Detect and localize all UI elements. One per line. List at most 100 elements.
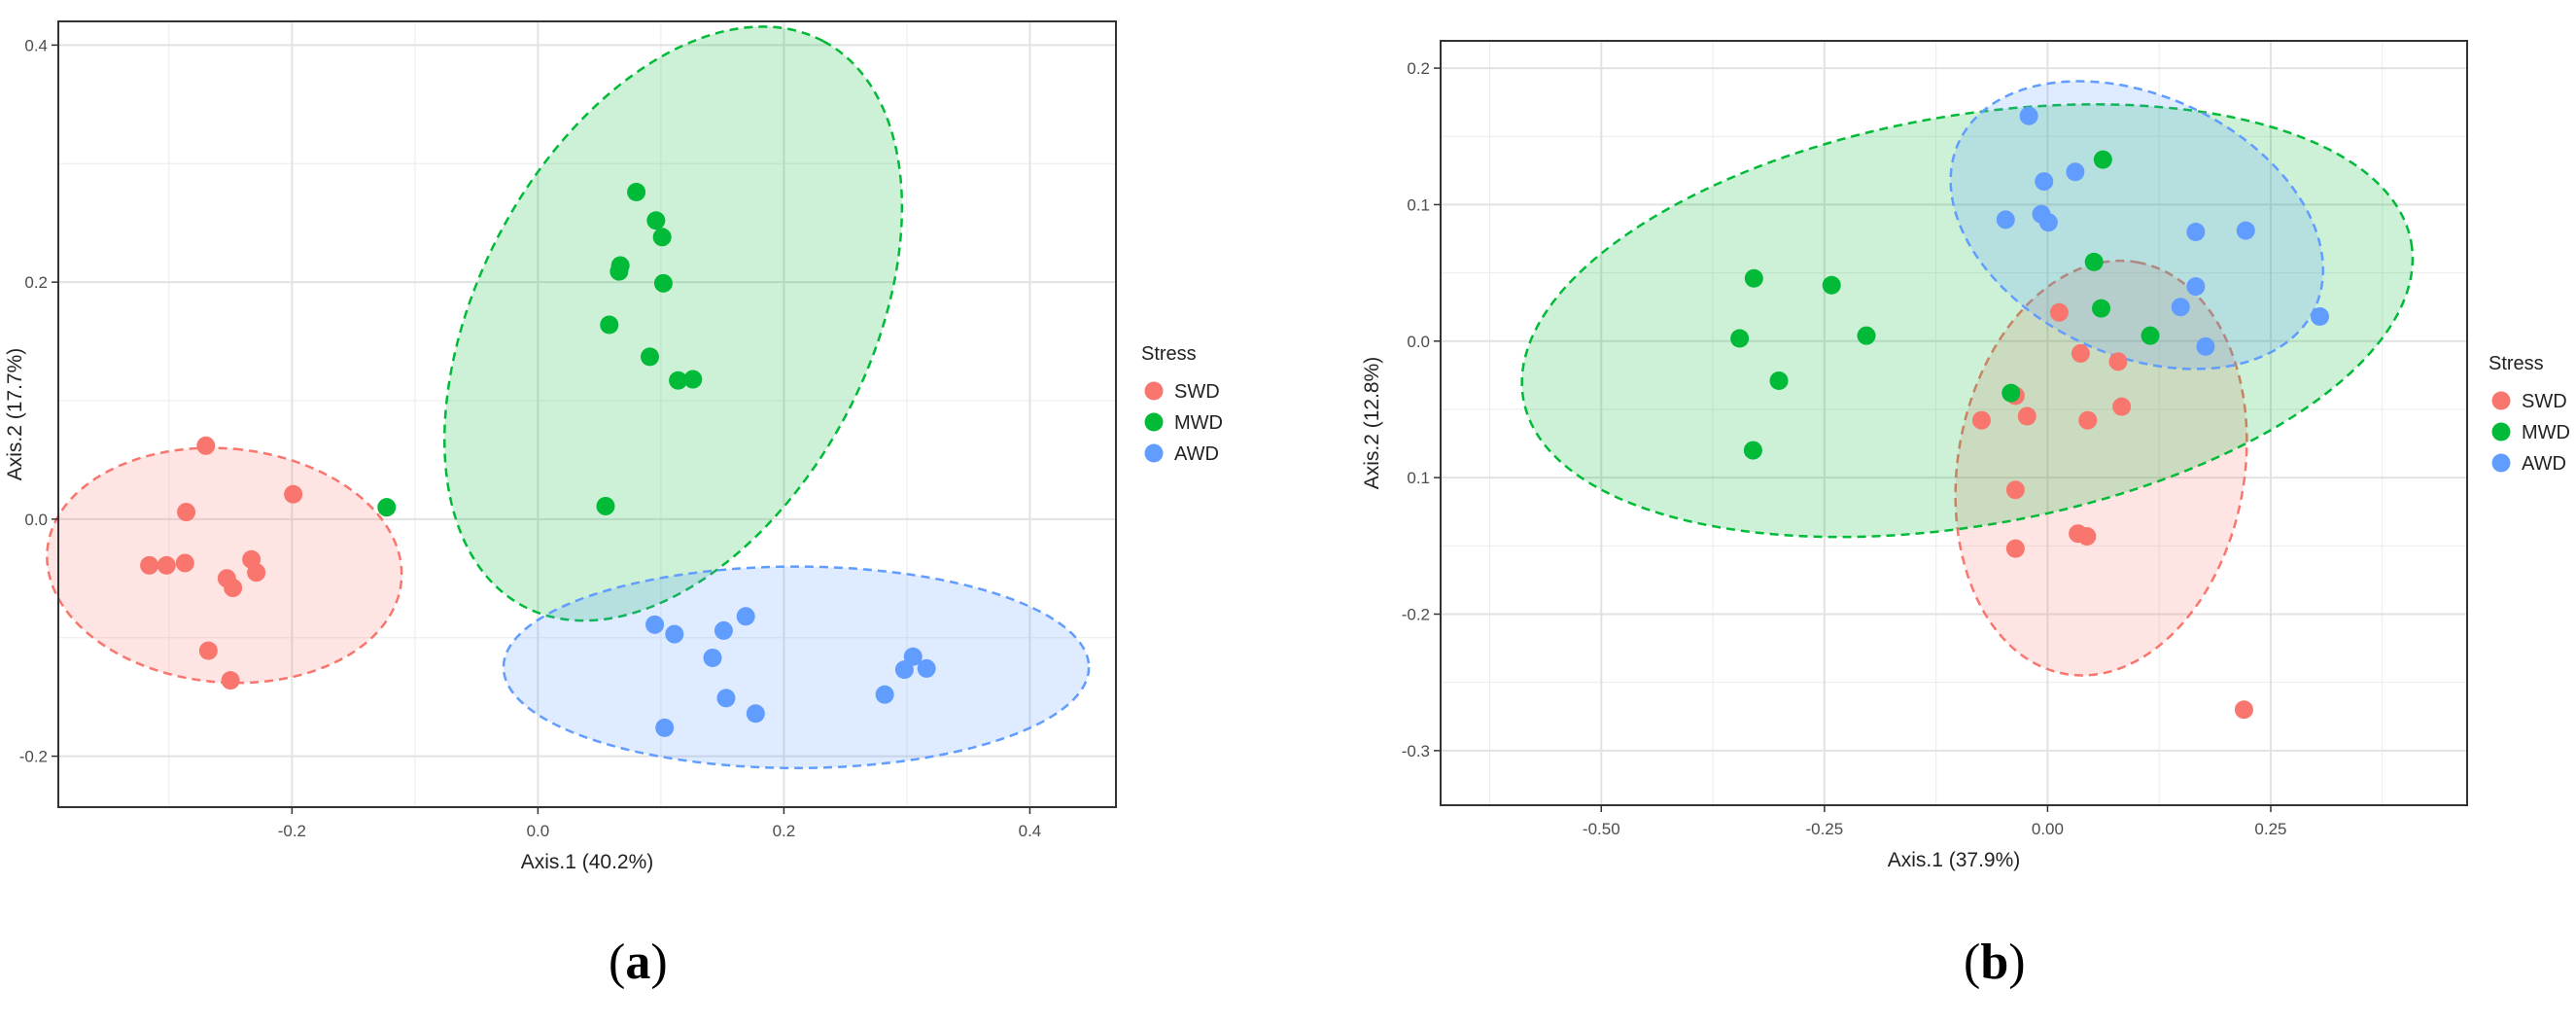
- data-point-mwd: [646, 211, 666, 230]
- data-point-awd: [875, 685, 894, 704]
- data-point-mwd: [1743, 441, 1762, 460]
- data-point-swd: [177, 503, 196, 522]
- data-point-awd: [894, 660, 914, 680]
- data-point-swd: [2017, 406, 2036, 426]
- chart-panel-a: -0.2 0.0 0.2 0.4 -0.2 0.0 0.2 0.4 Axis.1 (40.2%)…: [4, 20, 1223, 873]
- legend-key-mwd: [2491, 422, 2511, 442]
- confidence-ellipse-mwd: [1520, 103, 2415, 539]
- panel-label-b: (b): [1964, 935, 2026, 990]
- data-point-swd: [2005, 539, 2025, 558]
- data-point-swd: [2234, 700, 2253, 720]
- data-point-mwd: [2141, 326, 2160, 345]
- plot-background: [1441, 41, 2467, 805]
- confidence-ellipse-swd: [1954, 259, 2248, 677]
- y-tick-label: 0.2: [1407, 59, 1430, 78]
- y-axis-label: Axis.2 (17.7%): [4, 348, 26, 481]
- legend-key-awd: [2491, 453, 2511, 473]
- data-point-awd: [2019, 106, 2038, 125]
- legend: Stress SWD MWD AWD: [1141, 343, 1223, 465]
- data-point-awd: [746, 704, 765, 724]
- data-point-swd: [2071, 343, 2090, 363]
- data-point-swd: [224, 579, 243, 598]
- data-point-mwd: [669, 371, 688, 390]
- data-point-swd: [221, 671, 240, 690]
- legend-title: Stress: [1141, 343, 1197, 365]
- data-point-awd: [2186, 277, 2206, 297]
- y-tick-label: 0.2: [24, 273, 48, 292]
- data-point-mwd: [2084, 252, 2104, 271]
- y-tick-label: -0.3: [1402, 742, 1430, 760]
- data-point-awd: [645, 615, 665, 634]
- data-point-mwd: [1769, 371, 1789, 390]
- x-tick-label: 0.4: [1019, 822, 1042, 840]
- data-point-swd: [1971, 410, 1991, 430]
- data-point-awd: [2035, 172, 2054, 192]
- data-point-awd: [736, 607, 755, 626]
- data-point-mwd: [1730, 329, 1750, 348]
- data-point-mwd: [1744, 268, 1763, 288]
- data-point-awd: [2310, 307, 2329, 327]
- x-tick-label: 0.25: [2254, 820, 2286, 838]
- legend-label-mwd: MWD: [2522, 422, 2570, 443]
- plot-border: [1440, 40, 2468, 806]
- legend-key-mwd: [1144, 412, 1164, 432]
- legend: Stress SWD MWD AWD: [2489, 353, 2570, 475]
- data-point-awd: [714, 620, 733, 640]
- legend-title: Stress: [2489, 353, 2544, 374]
- data-point-swd: [2078, 410, 2098, 430]
- x-tick-label: 0.00: [2032, 820, 2064, 838]
- legend-label-swd: SWD: [1174, 381, 1220, 403]
- confidence-ellipse-awd: [502, 565, 1091, 770]
- data-point-mwd: [596, 496, 615, 515]
- data-point-swd: [247, 563, 266, 583]
- data-point-awd: [2171, 298, 2190, 317]
- data-point-awd: [917, 658, 936, 678]
- legend-key-swd: [1144, 381, 1164, 401]
- data-point-mwd: [2093, 150, 2112, 169]
- y-tick-label: -0.2: [19, 748, 48, 766]
- confidence-ellipse-mwd: [442, 25, 904, 622]
- x-axis-label: Axis.1 (37.9%): [1888, 849, 2021, 871]
- data-point-mwd: [627, 182, 646, 201]
- data-point-awd: [703, 648, 722, 667]
- data-point-mwd: [377, 498, 397, 517]
- chart-panel-b: -0.50 -0.25 0.00 0.25 -0.3 -0.2 0.1 0.0 0.1 0.2 Ax…: [1361, 40, 2570, 871]
- data-point-swd: [284, 484, 303, 504]
- data-point-awd: [2038, 213, 2058, 232]
- confidence-ellipse-swd: [46, 446, 403, 685]
- data-point-mwd: [610, 256, 630, 275]
- data-point-awd: [716, 689, 736, 708]
- y-tick-label: 0.4: [24, 36, 48, 54]
- legend-key-swd: [2491, 391, 2511, 410]
- data-point-awd: [665, 624, 684, 644]
- data-point-mwd: [1822, 275, 1841, 295]
- data-point-swd: [2005, 480, 2025, 500]
- data-point-mwd: [641, 347, 660, 367]
- data-point-awd: [2066, 162, 2085, 182]
- legend-label-swd: SWD: [2522, 391, 2567, 412]
- x-tick-label: -0.2: [278, 822, 306, 840]
- data-point-mwd: [2092, 299, 2111, 318]
- data-point-mwd: [652, 228, 672, 247]
- data-point-awd: [1996, 210, 2015, 230]
- data-point-swd: [198, 641, 218, 660]
- x-tick-label: -0.25: [1805, 820, 1843, 838]
- data-point-mwd: [653, 273, 673, 293]
- y-axis-label: Axis.2 (12.8%): [1361, 357, 1383, 490]
- x-axis-label: Axis.1 (40.2%): [521, 851, 654, 873]
- data-point-swd: [2108, 352, 2128, 371]
- data-point-swd: [157, 555, 176, 575]
- data-point-awd: [655, 718, 675, 737]
- data-point-swd: [175, 553, 194, 573]
- data-point-awd: [903, 647, 922, 666]
- data-point-awd: [2196, 336, 2215, 356]
- data-point-awd: [2186, 223, 2206, 241]
- y-tick-label: -0.2: [1402, 606, 1430, 624]
- data-point-mwd: [2002, 383, 2021, 403]
- x-tick-label: 0.0: [527, 822, 550, 840]
- plot-border: [57, 20, 1117, 808]
- legend-label-awd: AWD: [1174, 443, 1219, 465]
- data-point-swd: [2049, 302, 2069, 322]
- data-point-swd: [196, 436, 216, 455]
